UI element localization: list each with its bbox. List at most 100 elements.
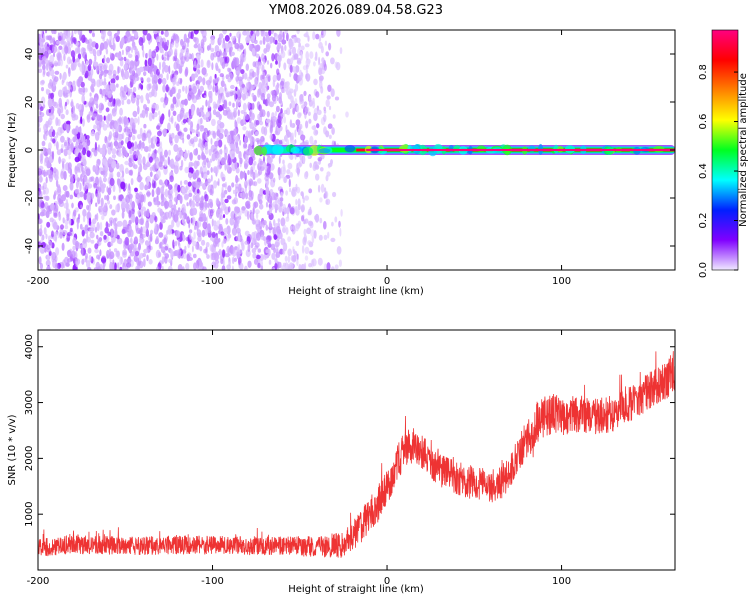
noise-speckle	[116, 99, 122, 107]
noise-speckle	[57, 89, 63, 98]
noise-speckle	[222, 51, 228, 57]
noise-speckle	[143, 258, 146, 268]
noise-speckle	[277, 115, 282, 124]
noise-speckle	[299, 94, 304, 102]
noise-speckle	[217, 139, 223, 148]
signal-blob	[318, 148, 331, 154]
noise-speckle	[307, 240, 312, 246]
noise-speckle	[330, 159, 333, 165]
noise-speckle	[284, 44, 287, 52]
noise-speckle	[57, 108, 61, 115]
noise-speckle	[75, 240, 79, 249]
noise-speckle	[287, 49, 291, 56]
noise-speckle	[54, 190, 57, 196]
noise-speckle	[96, 212, 99, 222]
noise-speckle	[123, 64, 129, 70]
noise-speckle	[224, 128, 229, 136]
noise-speckle	[203, 248, 207, 254]
noise-speckle	[153, 197, 156, 203]
noise-speckle	[328, 42, 332, 51]
noise-speckle	[212, 130, 216, 138]
noise-speckle	[286, 169, 291, 175]
noise-speckle	[142, 156, 146, 166]
noise-speckle	[42, 64, 46, 71]
noise-speckle	[38, 218, 42, 225]
noise-speckle	[88, 201, 92, 208]
noise-speckle	[192, 180, 198, 188]
noise-speckle	[224, 83, 227, 92]
noise-speckle	[71, 30, 74, 39]
noise-speckle	[196, 57, 200, 66]
noise-speckle	[184, 166, 190, 174]
noise-speckle	[159, 208, 163, 217]
noise-speckle	[62, 217, 65, 224]
noise-speckle	[52, 138, 56, 144]
noise-speckle	[267, 195, 273, 204]
noise-speckle	[67, 30, 71, 38]
noise-speckle	[328, 134, 332, 139]
noise-speckle	[67, 258, 72, 263]
noise-speckle	[313, 230, 317, 239]
noise-speckle	[107, 231, 111, 236]
noise-speckle	[132, 162, 136, 168]
noise-speckle	[43, 132, 48, 141]
noise-speckle	[54, 62, 59, 67]
noise-speckle	[211, 218, 214, 227]
noise-speckle	[189, 231, 192, 241]
noise-speckle	[307, 211, 312, 216]
noise-speckle	[199, 85, 204, 93]
noise-speckle	[255, 212, 259, 219]
noise-speckle	[202, 221, 208, 230]
noise-speckle	[96, 79, 101, 88]
noise-speckle	[294, 83, 299, 92]
noise-speckle	[308, 188, 313, 194]
noise-speckle	[162, 215, 168, 220]
noise-speckle	[318, 56, 321, 66]
noise-speckle	[283, 116, 287, 124]
noise-speckle	[300, 191, 304, 197]
noise-speckle	[84, 228, 89, 234]
noise-speckle	[304, 195, 310, 201]
noise-speckle	[183, 212, 187, 220]
noise-speckle	[145, 241, 150, 246]
noise-speckle	[154, 196, 159, 206]
noise-speckle	[38, 68, 43, 74]
noise-speckle	[84, 54, 87, 63]
noise-speckle	[235, 76, 239, 82]
noise-speckle	[113, 248, 118, 253]
noise-speckle	[167, 228, 173, 235]
noise-speckle	[88, 111, 93, 116]
noise-speckle	[42, 189, 46, 195]
noise-speckle	[137, 105, 140, 115]
noise-speckle	[94, 54, 97, 62]
noise-speckle	[128, 53, 133, 58]
noise-speckle	[257, 193, 261, 202]
noise-speckle	[266, 60, 270, 65]
noise-speckle	[332, 114, 336, 119]
noise-speckle	[102, 261, 105, 270]
noise-speckle	[187, 150, 190, 155]
noise-speckle	[305, 64, 309, 70]
signal-blob	[253, 145, 264, 156]
noise-speckle	[327, 84, 332, 93]
noise-speckle	[271, 252, 276, 260]
noise-speckle	[201, 67, 207, 76]
noise-speckle	[146, 191, 151, 196]
noise-speckle	[163, 237, 167, 245]
noise-speckle	[152, 30, 158, 35]
noise-speckle	[49, 54, 55, 64]
noise-speckle	[173, 33, 176, 41]
noise-speckle	[62, 229, 68, 236]
noise-speckle	[291, 46, 297, 55]
noise-speckle	[304, 246, 310, 254]
snr-y-label: SNR (10 * v/v)	[7, 414, 18, 485]
noise-speckle	[180, 159, 184, 168]
noise-speckle	[330, 57, 335, 65]
noise-speckle	[154, 239, 159, 245]
noise-speckle	[139, 218, 144, 226]
noise-speckle	[282, 248, 286, 255]
noise-speckle	[282, 31, 285, 41]
noise-speckle	[210, 52, 215, 61]
noise-speckle	[112, 73, 117, 80]
noise-speckle	[48, 49, 52, 55]
